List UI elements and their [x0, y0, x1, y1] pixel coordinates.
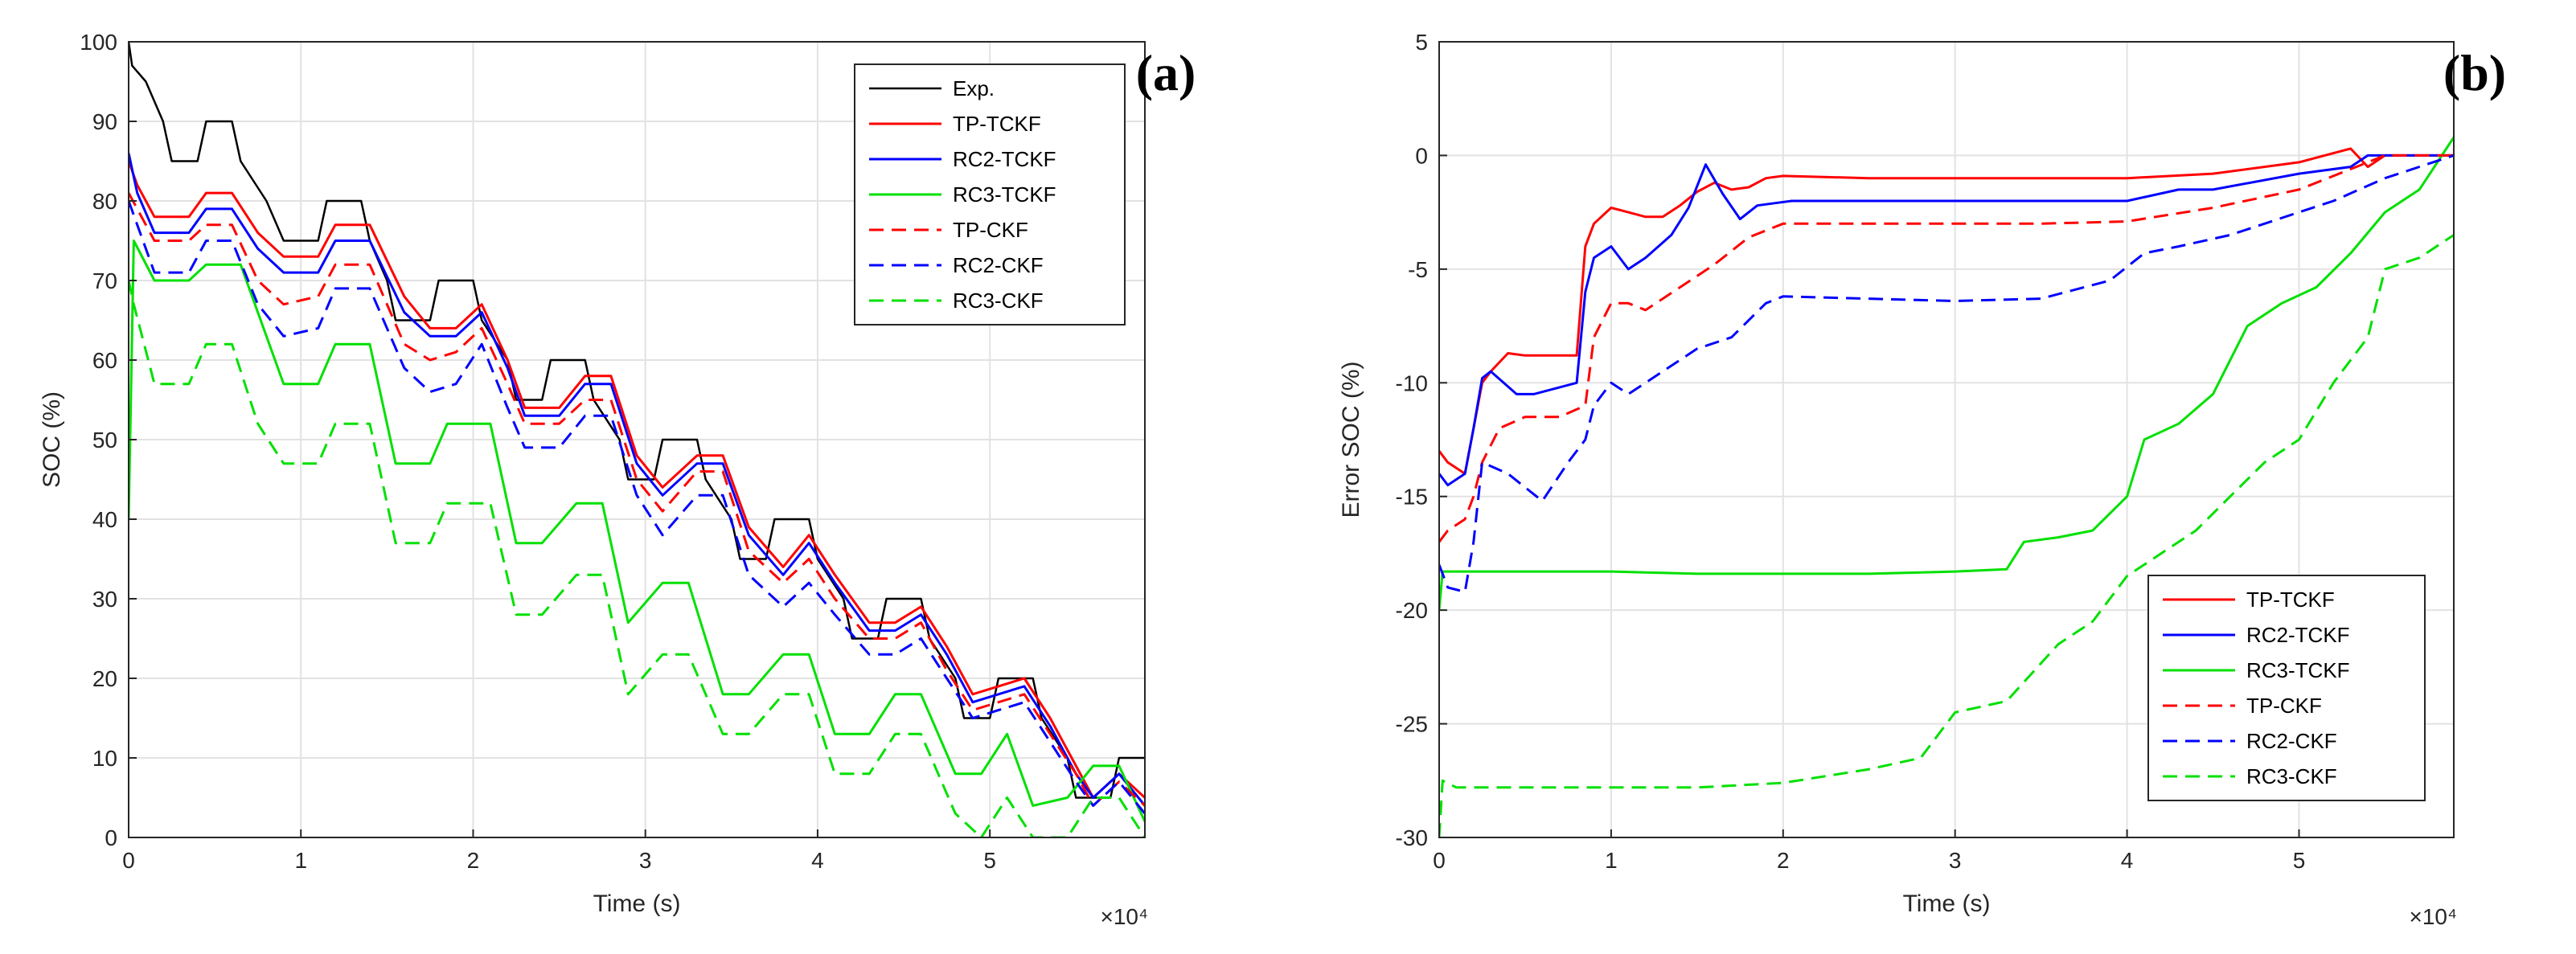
legend-label: RC2-CKF [2246, 729, 2337, 753]
x-tick-label: 1 [1605, 848, 1618, 873]
y-tick-label: -25 [1396, 712, 1428, 737]
series-line-tp-ckf [1439, 154, 2454, 543]
legend-label: RC3-TCKF [953, 182, 1056, 207]
x-tick-label: 4 [2121, 848, 2134, 873]
x-multiplier-label: ×10⁴ [1100, 904, 1148, 929]
axes-box [1438, 41, 2455, 838]
x-tick-label: 3 [639, 848, 652, 873]
y-tick-label: 0 [1415, 143, 1428, 168]
y-tick-label: 70 [92, 268, 117, 293]
legend-label: RC2-CKF [953, 253, 1044, 277]
legend-label: TP-TCKF [953, 112, 1041, 136]
legend: TP-TCKF RC2-TCKF RC3-TCKF TP-CKF RC2-CKF RC3-… [2147, 575, 2426, 801]
y-tick-label: 80 [92, 189, 117, 214]
y-tick-label: -5 [1408, 257, 1428, 282]
series-line-rc3-ckf [1439, 234, 2454, 837]
legend-label: TP-CKF [953, 218, 1028, 242]
y-tick-label: 90 [92, 109, 117, 134]
series-line-tp-tckf [129, 160, 1145, 799]
x-tick-label: 0 [1433, 848, 1446, 873]
legend-label: RC2-TCKF [2246, 623, 2350, 647]
panel-label: (a) [1136, 44, 1196, 101]
y-tick-label: 5 [1415, 30, 1428, 55]
series-line-rc2-tckf [129, 153, 1145, 807]
y-tick-label: -30 [1396, 825, 1428, 850]
series-line-tp-tckf [1439, 147, 2454, 475]
x-tick-label: 0 [122, 848, 135, 873]
series-line-rc2-ckf [129, 200, 1145, 815]
x-tick-label: 2 [467, 848, 480, 873]
series-line-rc3-tckf [129, 240, 1145, 822]
series-line-exp [129, 42, 1145, 799]
x-tick-label: 1 [294, 848, 307, 873]
legend-label: TP-TCKF [2246, 588, 2335, 612]
y-tick-label: -10 [1396, 371, 1428, 395]
legend: Exp. TP-TCKF RC2-TCKF RC3-TCKF TP-CKF RC2-CKF… [854, 63, 1126, 326]
x-tick-label: 2 [1777, 848, 1790, 873]
series-group [1439, 136, 2454, 837]
series-line-rc3-tckf [1439, 136, 2454, 611]
legend-box [2147, 575, 2426, 801]
legend-label: RC3-TCKF [2246, 658, 2350, 682]
legend-label: RC3-CKF [953, 289, 1044, 313]
y-tick-label: 100 [80, 30, 117, 55]
y-tick-label: 50 [92, 428, 117, 452]
y-tick-label: 60 [92, 348, 117, 373]
legend-label: RC3-CKF [2246, 764, 2337, 788]
x-axis-label: Time (s) [1903, 891, 1991, 917]
legend-label: Exp. [953, 76, 995, 100]
legend-label: RC2-TCKF [953, 147, 1056, 171]
panel-label: (b) [2443, 44, 2506, 101]
legend-label: TP-CKF [2246, 694, 2322, 718]
y-tick-label: -20 [1396, 598, 1428, 623]
x-tick-label: 5 [2293, 848, 2306, 873]
x-tick-label: 4 [811, 848, 824, 873]
x-multiplier-label: ×10⁴ [2409, 904, 2457, 929]
series-line-rc2-ckf [1439, 154, 2454, 593]
y-axis-label: Error SOC (%) [1338, 362, 1364, 518]
series-line-tp-ckf [129, 192, 1145, 807]
chart-error-soc: 0 1 2 3 4 5 -30 -25 -20 -15 -10 -5 0 5 Time (s) Error S… [1338, 30, 2506, 929]
x-tick-label: 3 [1949, 848, 1962, 873]
y-tick-label: 30 [92, 587, 117, 612]
y-tick-label: 0 [105, 825, 117, 850]
x-axis-label: Time (s) [593, 891, 681, 917]
y-tick-label: -15 [1396, 485, 1428, 510]
x-tick-label: 5 [983, 848, 996, 873]
series-line-rc2-tckf [1439, 154, 2454, 487]
series-group [129, 42, 1145, 837]
y-tick-label: 20 [92, 666, 117, 691]
y-axis-label: SOC (%) [39, 391, 65, 488]
y-tick-label: 10 [92, 746, 117, 771]
y-tick-label: 40 [92, 507, 117, 532]
series-line-rc3-ckf [129, 280, 1145, 837]
